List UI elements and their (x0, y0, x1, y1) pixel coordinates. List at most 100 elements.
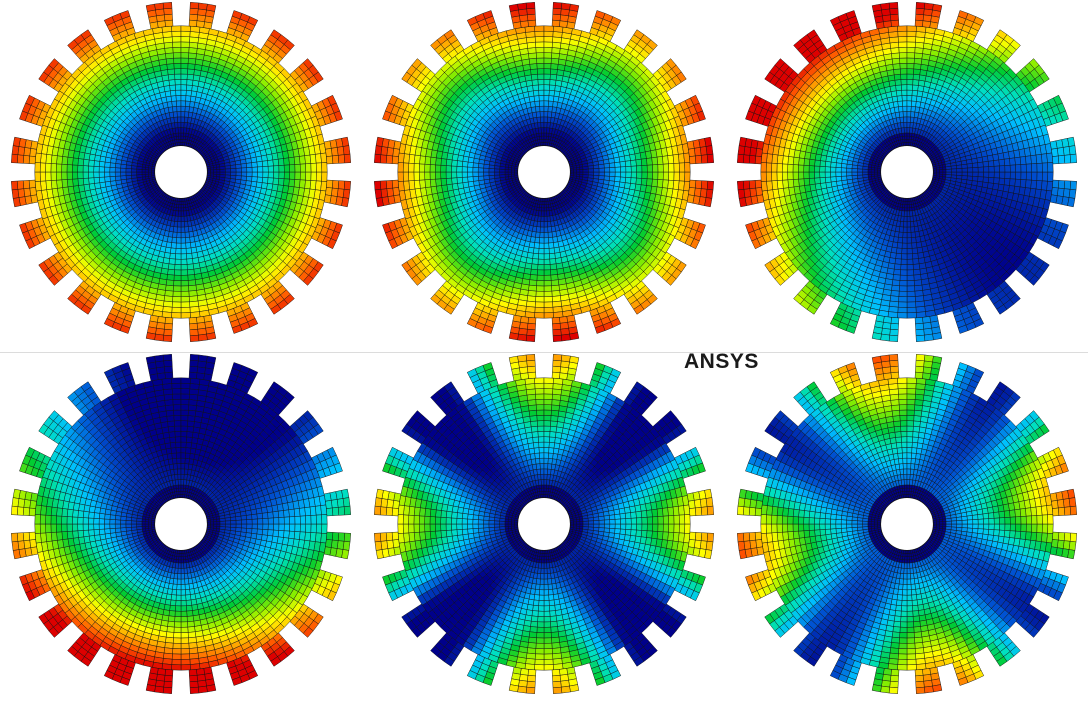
mesh-element (16, 154, 25, 164)
mesh-element (536, 57, 545, 64)
mesh-element (543, 280, 552, 287)
mesh-element (551, 284, 560, 292)
mesh-element (507, 171, 512, 175)
mesh-element (332, 180, 340, 189)
mesh-element (543, 84, 550, 91)
mesh-element (173, 57, 182, 64)
center-bore (154, 145, 208, 199)
mesh-element (651, 178, 659, 188)
mesh-element (230, 168, 237, 173)
mesh-element (678, 162, 686, 173)
mesh-element (178, 135, 182, 140)
mesh-element (180, 52, 190, 59)
mesh-element (483, 171, 490, 177)
mesh-element (424, 171, 431, 181)
mesh-element (289, 171, 296, 180)
mesh-element (543, 46, 553, 54)
mesh-element (451, 171, 458, 179)
mesh-element (77, 171, 84, 179)
mesh-element (549, 84, 556, 92)
mesh-element (180, 274, 189, 281)
mesh-element (546, 207, 550, 212)
mesh-element (180, 116, 185, 123)
mesh-element (28, 155, 36, 165)
mesh-element (180, 221, 185, 228)
mesh-element (537, 264, 545, 271)
mesh-element (546, 215, 551, 222)
mesh-element (461, 166, 468, 173)
mesh-element (183, 215, 188, 222)
mesh-element (534, 312, 545, 319)
mesh-element (529, 63, 538, 70)
mesh-element (114, 167, 121, 173)
mesh-element (445, 158, 453, 167)
mesh-element (543, 216, 548, 223)
mesh-element (235, 163, 242, 169)
mesh-element (187, 63, 196, 70)
mesh-element (488, 168, 495, 173)
mesh-element (341, 197, 350, 208)
mesh-element (177, 116, 182, 123)
mesh-element (176, 111, 182, 118)
mesh-element (529, 274, 538, 281)
mesh-element (168, 79, 176, 86)
mesh-element (662, 155, 669, 165)
mesh-element (170, 247, 177, 255)
mesh-element (540, 127, 545, 134)
mesh-element (293, 179, 301, 188)
mesh-element (188, 284, 197, 292)
mesh-element (550, 274, 559, 281)
mesh-element (88, 159, 95, 167)
mesh-element (177, 221, 182, 228)
mesh-element (11, 153, 19, 164)
mesh-element (172, 111, 178, 118)
mesh-element (270, 304, 282, 315)
mesh-element (186, 252, 193, 260)
mesh-element (216, 169, 221, 173)
mesh-element (173, 280, 182, 287)
mesh-element (630, 165, 637, 173)
mesh-element (536, 280, 545, 287)
mesh-element (144, 171, 149, 175)
mesh-element (517, 333, 527, 342)
mesh-element (424, 179, 432, 188)
mesh-element (461, 171, 468, 178)
mesh-element (180, 226, 186, 233)
mesh-element (283, 171, 290, 180)
mesh-element (537, 269, 545, 276)
mesh-element (180, 210, 185, 217)
mesh-element (538, 95, 545, 102)
mesh-element (315, 162, 323, 173)
mesh-element (547, 231, 553, 238)
mesh-element (180, 68, 188, 75)
mesh-element (50, 163, 57, 173)
mesh-element (435, 171, 442, 180)
mesh-element (684, 171, 691, 182)
mesh-element (22, 180, 30, 189)
mesh-element (535, 41, 545, 48)
mesh-element (174, 73, 182, 80)
mesh-element (136, 171, 143, 176)
mesh-element (172, 52, 182, 59)
mesh-element (294, 163, 301, 173)
mesh-element (534, 25, 545, 32)
mesh-element (299, 155, 306, 165)
mesh-element (551, 290, 561, 297)
mesh-element (530, 263, 539, 271)
mesh-element (82, 171, 89, 179)
mesh-element (72, 157, 79, 166)
mesh-element (189, 334, 200, 342)
mesh-element (45, 171, 52, 182)
mesh-element (235, 171, 242, 177)
mesh-element (180, 269, 188, 276)
mesh-element (646, 164, 653, 173)
mesh-element (210, 169, 214, 173)
mesh-element (543, 207, 547, 212)
mesh-element (614, 171, 621, 178)
mesh-element (528, 57, 538, 65)
mesh-element (120, 175, 127, 181)
mesh-element (535, 111, 541, 118)
mesh-element (539, 226, 545, 233)
mesh-element (603, 163, 610, 169)
mesh-element (187, 274, 196, 281)
